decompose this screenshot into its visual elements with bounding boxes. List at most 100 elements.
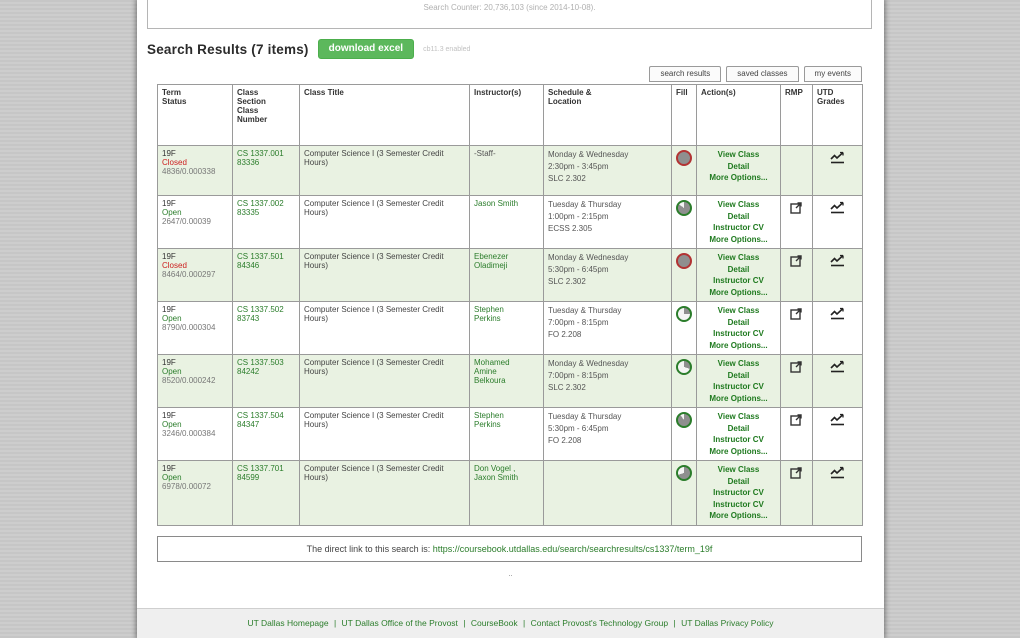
cell-actions[interactable]: View Class Detail Instructor CV More Option… xyxy=(696,195,781,249)
collapsed-ellipsis: .. xyxy=(508,568,513,578)
cell-class-section: CS 1337.701 84599 xyxy=(232,460,300,526)
footer-link[interactable]: UT Dallas Homepage xyxy=(247,618,329,628)
tab-search-results[interactable]: search results xyxy=(649,66,722,82)
results-header: Search Results (7 items) download excel … xyxy=(147,38,884,60)
cell-actions[interactable]: View Class Detail Instructor CV More Option… xyxy=(696,407,781,461)
footer-separator: | xyxy=(331,618,339,628)
grades-chart-icon[interactable] xyxy=(830,201,845,216)
grades-chart-icon[interactable] xyxy=(830,466,845,481)
section-link[interactable]: CS 1337.502 xyxy=(237,305,284,314)
external-link-icon[interactable] xyxy=(790,466,803,481)
cell-schedule-location: Monday & Wednesday 7:00pm - 8:15pm SLC 2.3… xyxy=(543,354,672,408)
cell-instructors[interactable]: Stephen Perkins xyxy=(469,407,544,461)
grades-chart-icon[interactable] xyxy=(830,151,845,166)
section-link[interactable]: CS 1337.503 xyxy=(237,358,284,367)
status-debug-value: 6978/0.00072 xyxy=(162,482,211,491)
footer-separator: | xyxy=(520,618,528,628)
fill-pie-icon xyxy=(676,253,692,269)
cell-term-status: 19F Open 6978/0.00072 xyxy=(157,460,233,526)
status-badge: Open xyxy=(162,420,182,429)
cell-schedule-location xyxy=(543,460,672,526)
footer-separator: | xyxy=(460,618,468,628)
cell-instructors[interactable]: -Staff- xyxy=(469,145,544,196)
cell-instructors[interactable]: Stephen Perkins xyxy=(469,301,544,355)
search-counter-text: Search Counter: 20,736,103 (since 2014-1… xyxy=(423,3,596,12)
cell-schedule-location: Tuesday & Thursday 1:00pm - 2:15pm ECSS 2.… xyxy=(543,195,672,249)
class-number: 84347 xyxy=(237,420,260,429)
cell-rmp xyxy=(780,301,813,355)
cell-schedule-location: Tuesday & Thursday 7:00pm - 8:15pm FO 2.20… xyxy=(543,301,672,355)
section-link[interactable]: CS 1337.504 xyxy=(237,411,284,420)
cell-class-section: CS 1337.001 83336 xyxy=(232,145,300,196)
term-label: 19F xyxy=(162,464,176,473)
section-link[interactable]: CS 1337.001 xyxy=(237,149,284,158)
cell-fill xyxy=(671,407,697,461)
cell-actions[interactable]: View Class Detail More Options... xyxy=(696,145,781,196)
grades-chart-icon[interactable] xyxy=(830,413,845,428)
cell-rmp xyxy=(780,407,813,461)
coursebook-page: Search Counter: 20,736,103 (since 2014-1… xyxy=(137,0,884,638)
cell-rmp xyxy=(780,248,813,302)
cell-class-section: CS 1337.002 83335 xyxy=(232,195,300,249)
results-tbody: 19F Closed 4836/0.000338 CS 1337.001 833… xyxy=(157,145,863,526)
status-badge: Open xyxy=(162,208,182,217)
cell-actions[interactable]: View Class Detail Instructor CV More Option… xyxy=(696,354,781,408)
cell-instructors[interactable]: Don Vogel , Jaxon Smith xyxy=(469,460,544,526)
cell-schedule-location: Tuesday & Thursday 5:30pm - 6:45pm FO 2.20… xyxy=(543,407,672,461)
footer-link[interactable]: UT Dallas Office of the Provost xyxy=(341,618,458,628)
cell-rmp xyxy=(780,195,813,249)
class-number: 83335 xyxy=(237,208,260,217)
tabs-row: search results saved classes my events xyxy=(137,66,862,82)
cell-instructors[interactable]: Mohamed Amine Belkoura xyxy=(469,354,544,408)
grades-chart-icon[interactable] xyxy=(830,360,845,375)
download-excel-button[interactable]: download excel xyxy=(317,39,415,59)
direct-link-url[interactable]: https://coursebook.utdallas.edu/search/s… xyxy=(432,543,713,554)
tab-my-events[interactable]: my events xyxy=(803,66,862,82)
footer-link[interactable]: Contact Provost's Technology Group xyxy=(530,618,669,628)
cell-class-section: CS 1337.502 83743 xyxy=(232,301,300,355)
class-number: 83743 xyxy=(237,314,260,323)
cell-class-title: Computer Science I (3 Semester Credit Ho… xyxy=(299,301,470,355)
external-link-icon[interactable] xyxy=(790,201,803,216)
status-badge: Closed xyxy=(162,261,187,270)
tab-saved-classes[interactable]: saved classes xyxy=(726,66,799,82)
cell-fill xyxy=(671,354,697,408)
cell-fill xyxy=(671,248,697,302)
footer-link[interactable]: CourseBook xyxy=(470,618,518,628)
cell-utd-grades xyxy=(812,460,863,526)
footer-link[interactable]: UT Dallas Privacy Policy xyxy=(681,618,774,628)
external-link-icon[interactable] xyxy=(790,254,803,269)
cell-actions[interactable]: View Class Detail Instructor CV More Option… xyxy=(696,301,781,355)
col-fill: Fill xyxy=(671,84,697,146)
class-number: 84346 xyxy=(237,261,260,270)
cell-utd-grades xyxy=(812,407,863,461)
external-link-icon[interactable] xyxy=(790,413,803,428)
cell-instructors[interactable]: Jason Smith xyxy=(469,195,544,249)
cell-class-section: CS 1337.504 84347 xyxy=(232,407,300,461)
status-badge: Open xyxy=(162,473,182,482)
search-panel: Search Counter: 20,736,103 (since 2014-1… xyxy=(147,0,872,29)
external-link-icon[interactable] xyxy=(790,307,803,322)
external-link-icon[interactable] xyxy=(790,360,803,375)
cell-instructors[interactable]: Ebenezer Oladimeji xyxy=(469,248,544,302)
grades-chart-icon[interactable] xyxy=(830,254,845,269)
enabled-note: cb11.3 enabled xyxy=(423,45,471,53)
status-badge: Open xyxy=(162,367,182,376)
section-link[interactable]: CS 1337.701 xyxy=(237,464,284,473)
class-number: 83336 xyxy=(237,158,260,167)
cell-class-title: Computer Science I (3 Semester Credit Ho… xyxy=(299,407,470,461)
direct-link-box: The direct link to this search is: https… xyxy=(157,535,862,562)
cell-class-title: Computer Science I (3 Semester Credit Ho… xyxy=(299,145,470,196)
table-row: 19F Open 2647/0.00039 CS 1337.002 83335 … xyxy=(157,195,863,249)
status-debug-value: 4836/0.000338 xyxy=(162,167,216,176)
section-link[interactable]: CS 1337.501 xyxy=(237,252,284,261)
cell-actions[interactable]: View Class Detail Instructor CV Instructor … xyxy=(696,460,781,526)
grades-chart-icon[interactable] xyxy=(830,307,845,322)
col-actions: Action(s) xyxy=(696,84,781,146)
cell-actions[interactable]: View Class Detail Instructor CV More Option… xyxy=(696,248,781,302)
section-link[interactable]: CS 1337.002 xyxy=(237,199,284,208)
table-row: 19F Closed 4836/0.000338 CS 1337.001 833… xyxy=(157,145,863,196)
cell-class-title: Computer Science I (3 Semester Credit Ho… xyxy=(299,248,470,302)
cell-utd-grades xyxy=(812,248,863,302)
